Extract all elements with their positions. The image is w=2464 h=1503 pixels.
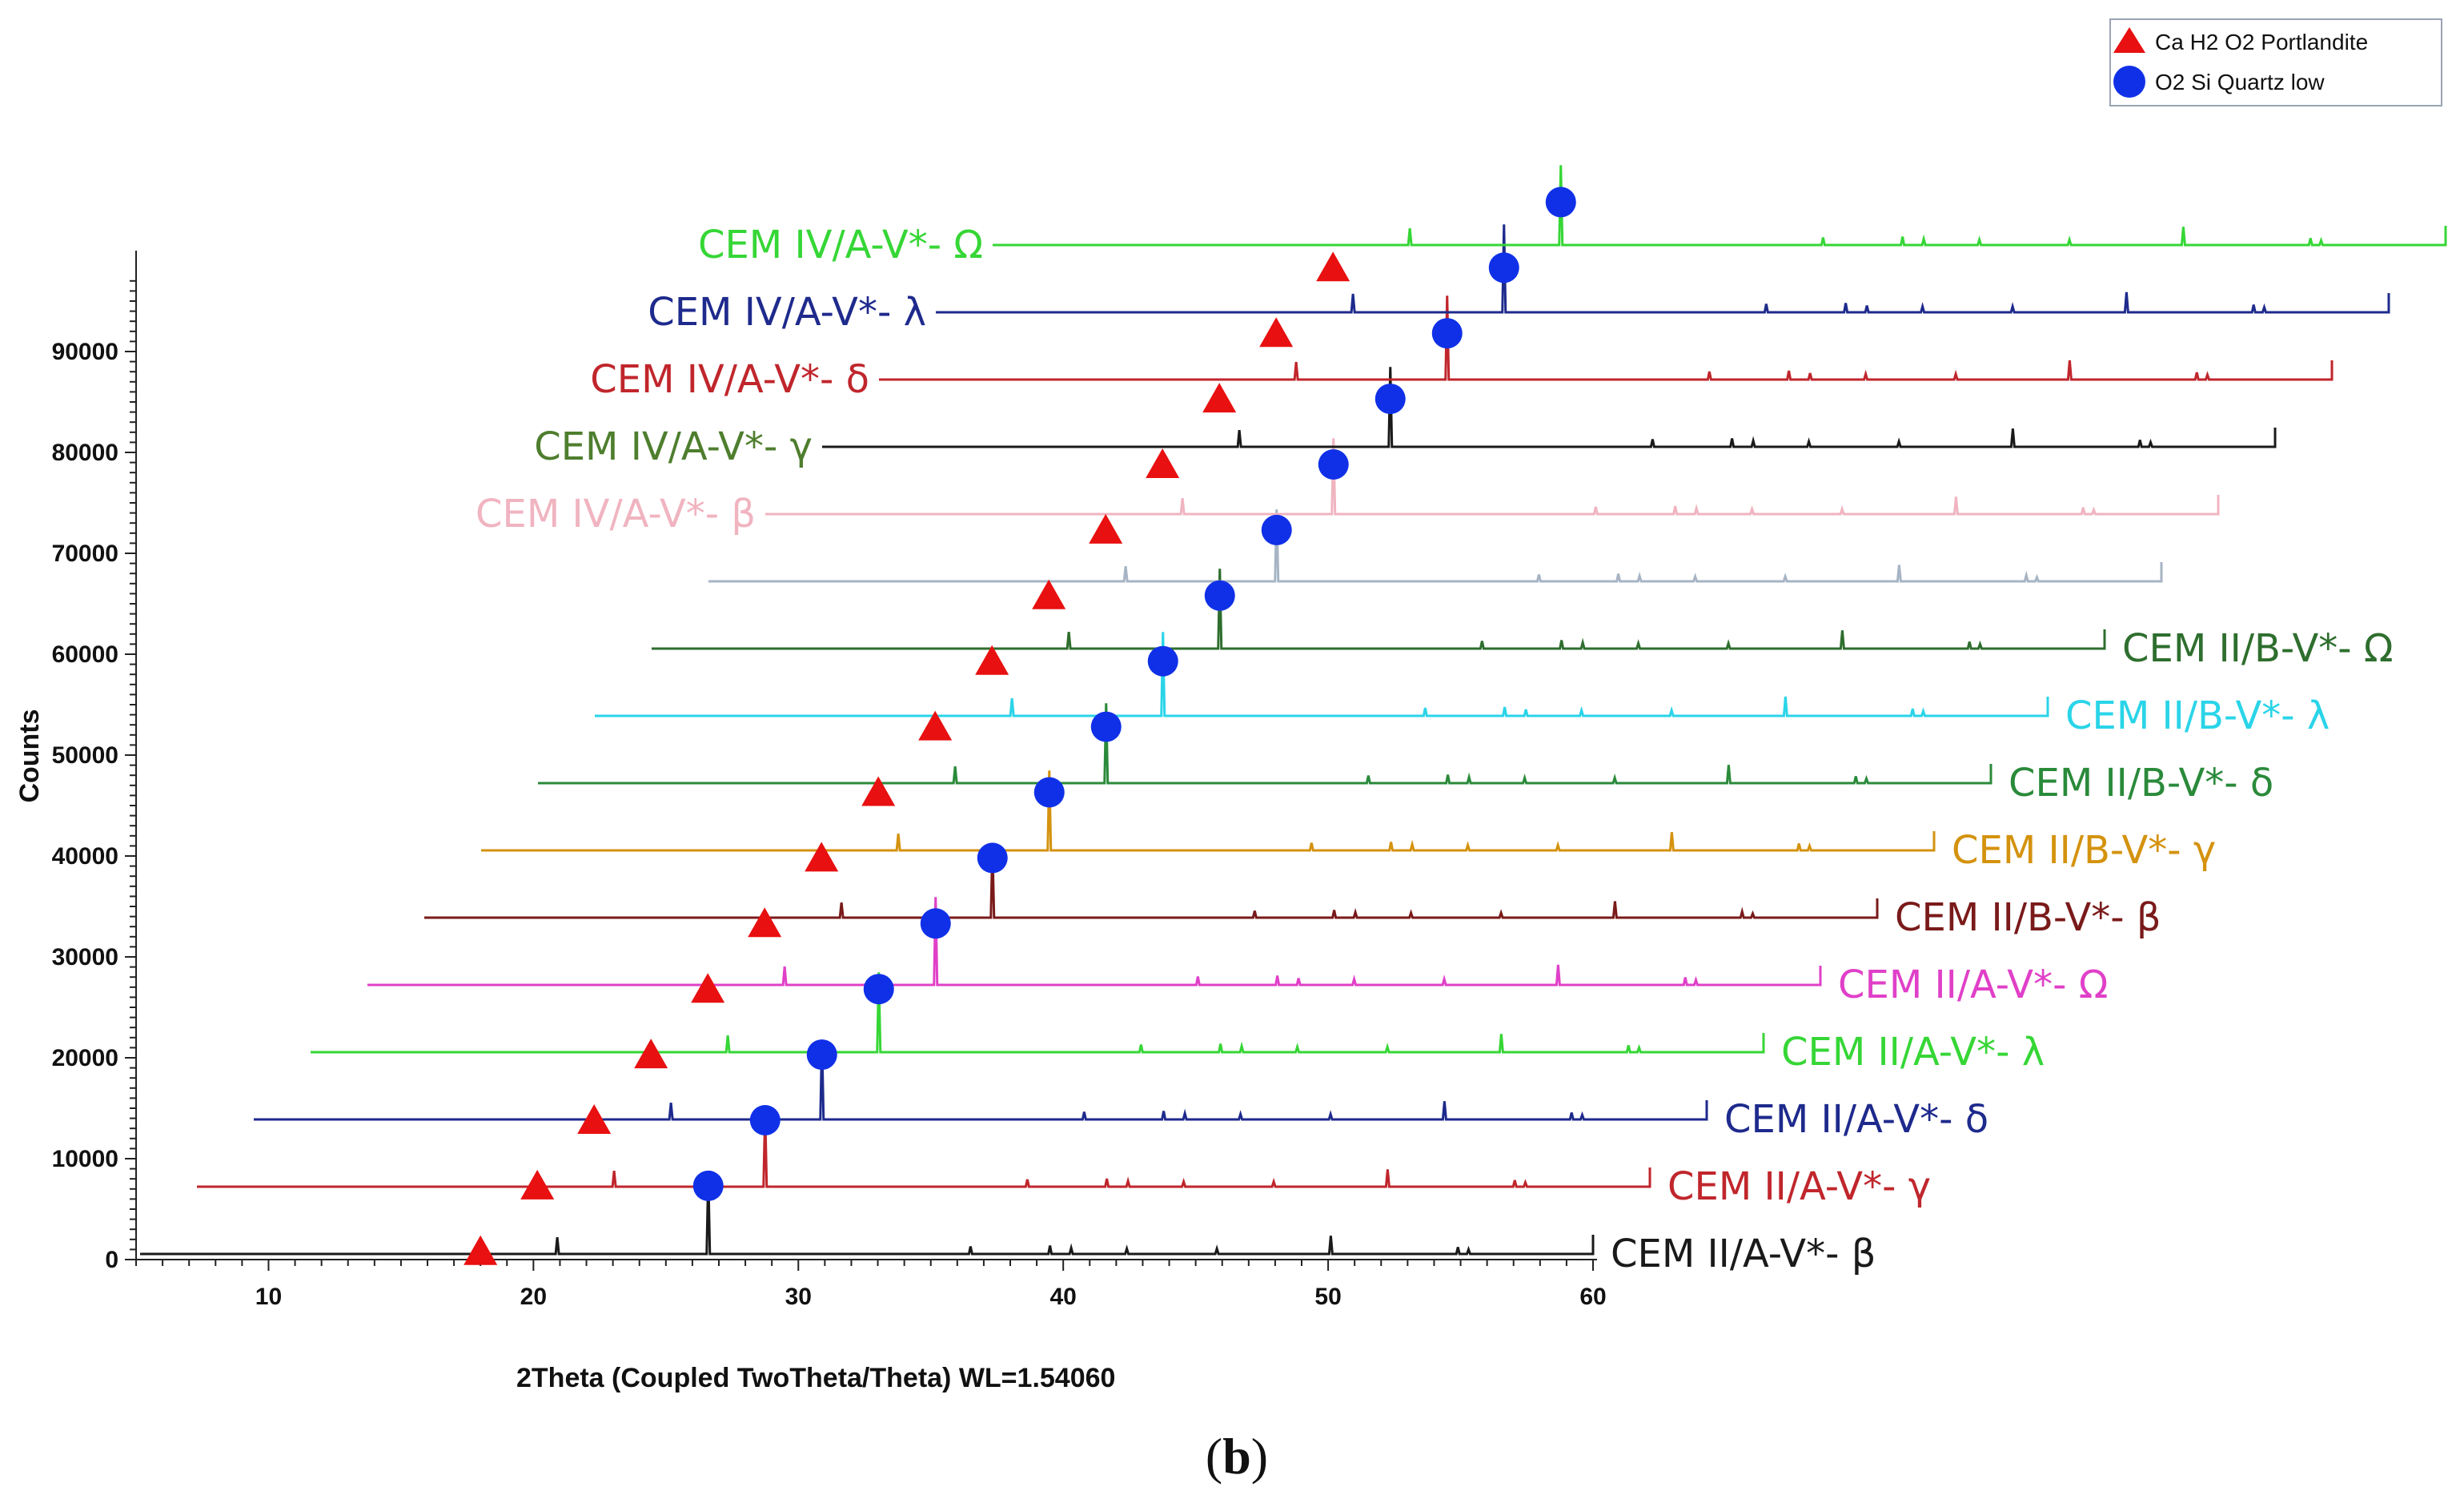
quartz-marker xyxy=(1147,645,1178,677)
quartz-marker xyxy=(1090,711,1122,742)
quartz-marker xyxy=(920,908,951,939)
portlandite-marker xyxy=(1259,317,1294,348)
series-line xyxy=(367,897,1822,987)
quartz-marker xyxy=(806,1039,837,1071)
legend: Ca H2 O2 Portlandite O2 Si Quartz low xyxy=(2109,18,2442,106)
caption-paren-open: ( xyxy=(1206,1428,1222,1485)
y-tick-label: 0 xyxy=(105,1247,118,1273)
legend-triangle-marker xyxy=(2113,27,2145,53)
legend-label: O2 Si Quartz low xyxy=(2155,70,2325,94)
portlandite-marker xyxy=(634,1039,668,1069)
portlandite-marker xyxy=(520,1169,555,1200)
portlandite-marker xyxy=(1032,579,1066,609)
y-tick-label: 60000 xyxy=(52,641,118,668)
y-tick-label: 50000 xyxy=(52,742,118,769)
quartz-marker xyxy=(1374,384,1406,415)
portlandite-marker xyxy=(1316,251,1350,282)
series-label: CEM II/B-V*- γ xyxy=(1952,828,2216,873)
quartz-marker xyxy=(692,1170,724,1201)
quartz-marker xyxy=(863,974,894,1005)
x-tick-label: 30 xyxy=(785,1284,812,1310)
x-tick-label: 40 xyxy=(1049,1284,1076,1310)
quartz-marker xyxy=(1431,318,1463,349)
legend-label: Ca H2 O2 Portlandite xyxy=(2155,30,2368,54)
series-label: CEM II/A-V*- Ω xyxy=(1838,962,2108,1007)
series-label: CEM IV/A-V*- Ω xyxy=(698,223,983,267)
x-tick-label: 20 xyxy=(520,1284,547,1310)
marker-layer xyxy=(464,187,1576,1265)
series-label: CEM IV/A-V*- λ xyxy=(648,290,926,335)
series-line xyxy=(765,438,2220,516)
quartz-marker xyxy=(1261,514,1292,545)
portlandite-marker xyxy=(1146,448,1180,478)
series-line xyxy=(197,1111,1651,1188)
x-tick-label: 50 xyxy=(1314,1284,1341,1310)
series-label: CEM II/A-V*- λ xyxy=(1781,1030,2045,1075)
y-tick-label: 90000 xyxy=(52,339,118,365)
series-line xyxy=(993,165,2447,247)
series-label: CEM II/B-V*- λ xyxy=(2065,693,2330,738)
y-tick-label: 10000 xyxy=(52,1146,118,1172)
series-label: CEM II/A-V*- γ xyxy=(1667,1164,1931,1209)
quartz-marker xyxy=(1545,187,1576,218)
portlandite-marker xyxy=(975,645,1009,675)
caption-paren-close: ) xyxy=(1251,1428,1268,1485)
series-line xyxy=(936,224,2390,314)
portlandite-marker xyxy=(464,1235,498,1265)
y-tick-label: 80000 xyxy=(52,440,118,466)
y-tick-label: 20000 xyxy=(52,1045,118,1071)
quartz-marker xyxy=(1318,449,1349,480)
series-label: CEM IV/A-V*- δ xyxy=(590,357,869,402)
series-label: CEM II/B-V*- δ xyxy=(2009,761,2273,806)
portlandite-marker xyxy=(691,973,725,1003)
y-tick-label: 70000 xyxy=(52,541,118,567)
series-label: CEM II/B-V*- Ω xyxy=(2122,626,2394,671)
series-line xyxy=(595,632,2049,717)
quartz-marker xyxy=(1204,580,1235,611)
portlandite-marker xyxy=(805,842,839,872)
series-line xyxy=(424,846,1879,919)
quartz-marker xyxy=(1488,252,1519,283)
legend-box xyxy=(2109,18,2442,106)
label-layer: CEM II/A-V*- β CEM II/A-V*- γ CEM II/A-V*-… xyxy=(476,223,2394,1276)
axes-layer: 10 20 30 40 50 60 0 10000 20000 30000 40000 50000 60… xyxy=(52,251,1607,1310)
portlandite-marker xyxy=(1089,513,1123,544)
series-label: CEM II/A-V*- δ xyxy=(1724,1097,1988,1142)
y-axis-title: Counts xyxy=(14,709,45,802)
quartz-marker xyxy=(977,842,1008,874)
series-label: CEM IV/A-V*- β xyxy=(476,492,756,536)
legend-circle-marker xyxy=(2113,66,2145,98)
series-line xyxy=(708,509,2163,583)
x-tick-label: 60 xyxy=(1579,1284,1606,1310)
y-tick-label: 30000 xyxy=(52,944,118,971)
portlandite-marker xyxy=(918,710,953,741)
y-tick-label: 40000 xyxy=(52,843,118,870)
quartz-marker xyxy=(1033,777,1065,808)
quartz-marker xyxy=(749,1105,781,1135)
series-label: CEM II/B-V*- β xyxy=(1895,895,2161,940)
x-axis-title: 2Theta (Coupled TwoTheta/Theta) WL=1.540… xyxy=(516,1363,1115,1393)
portlandite-marker xyxy=(861,776,896,806)
portlandite-marker xyxy=(1202,383,1237,413)
portlandite-marker xyxy=(748,907,782,938)
figure-caption: (b) xyxy=(1206,1428,1268,1485)
portlandite-marker xyxy=(577,1104,612,1134)
caption-letter: b xyxy=(1222,1428,1251,1485)
series-label: CEM IV/A-V*- γ xyxy=(534,424,813,469)
series-line xyxy=(879,295,2334,381)
x-tick-label: 10 xyxy=(255,1284,282,1310)
series-label: CEM II/A-V*- β xyxy=(1611,1232,1876,1276)
